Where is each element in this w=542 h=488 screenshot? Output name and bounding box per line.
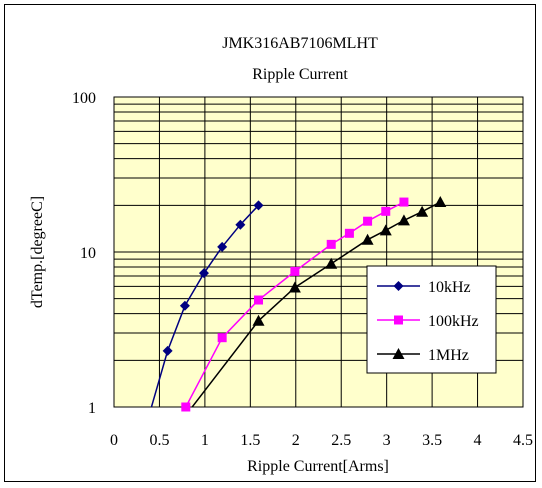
x-tick-label: 0 bbox=[110, 432, 118, 449]
chart-title: JMK316AB7106MLHT bbox=[222, 35, 378, 52]
legend-marker-100kHz bbox=[394, 315, 403, 325]
point-1MHz bbox=[325, 257, 338, 269]
legend-label: 10kHz bbox=[428, 279, 471, 296]
x-tick-label: 4.5 bbox=[513, 432, 533, 449]
y-tick-labels: 1 10 100 bbox=[72, 90, 96, 417]
point-100kHz bbox=[363, 216, 373, 226]
y-axis-label: dTemp.[degreeC] bbox=[29, 196, 46, 308]
point-100kHz bbox=[381, 206, 391, 216]
point-100kHz bbox=[181, 402, 191, 412]
x-axis-label: Ripple Current[Arms] bbox=[247, 458, 389, 475]
legend-label: 1MHz bbox=[428, 347, 469, 364]
point-1MHz bbox=[252, 314, 265, 326]
x-tick-labels: 0 0.5 1 1.5 2 2.5 3 3.5 4 4.5 bbox=[110, 432, 533, 449]
legend: 10kHz 100kHz 1MHz bbox=[366, 265, 497, 374]
point-1MHz bbox=[288, 281, 301, 293]
x-tick-label: 4 bbox=[474, 432, 482, 449]
legend-label: 100kHz bbox=[428, 313, 479, 330]
point-100kHz bbox=[254, 295, 264, 305]
point-100kHz bbox=[290, 266, 300, 276]
point-10kHz bbox=[162, 345, 173, 356]
point-10kHz bbox=[179, 300, 190, 311]
point-10kHz bbox=[217, 241, 228, 252]
point-10kHz bbox=[198, 268, 209, 279]
x-tick-label: 1 bbox=[201, 432, 209, 449]
x-tick-label: 2.5 bbox=[331, 432, 351, 449]
x-tick-label: 2 bbox=[292, 432, 300, 449]
chart-subtitle: Ripple Current bbox=[252, 66, 348, 83]
legend-marker-1MHz bbox=[392, 348, 405, 359]
point-10kHz bbox=[253, 200, 264, 211]
point-100kHz bbox=[217, 333, 227, 343]
point-100kHz bbox=[326, 239, 336, 249]
x-tick-label: 3 bbox=[383, 432, 391, 449]
x-tick-label: 0.5 bbox=[149, 432, 169, 449]
point-100kHz bbox=[344, 228, 354, 238]
point-1MHz bbox=[434, 196, 447, 208]
legend-marker-10kHz bbox=[393, 281, 404, 291]
point-1MHz bbox=[361, 233, 374, 245]
y-tick-label: 10 bbox=[80, 245, 96, 262]
point-1MHz bbox=[397, 214, 410, 226]
point-100kHz bbox=[399, 197, 409, 207]
x-tick-label: 1.5 bbox=[240, 432, 260, 449]
y-tick-label: 1 bbox=[88, 400, 96, 417]
y-tick-label: 100 bbox=[72, 90, 96, 107]
point-1MHz bbox=[379, 224, 392, 236]
series-markers bbox=[162, 196, 447, 412]
x-tick-label: 3.5 bbox=[422, 432, 442, 449]
point-10kHz bbox=[235, 219, 246, 230]
point-1MHz bbox=[416, 205, 429, 217]
